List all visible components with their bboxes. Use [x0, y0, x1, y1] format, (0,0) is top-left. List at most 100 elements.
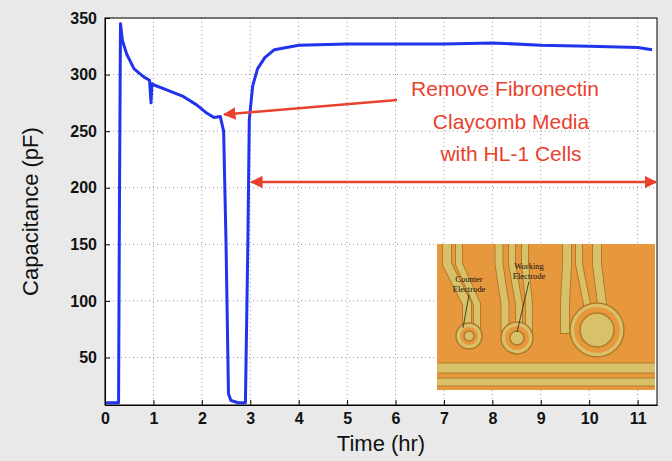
tick: 4 — [295, 400, 304, 427]
tick-label: 6 — [392, 410, 401, 427]
inset-label-line: Electrode — [513, 271, 546, 281]
tick-mark — [250, 400, 251, 405]
tick: 50 — [79, 349, 110, 366]
tick-label: 5 — [343, 410, 352, 427]
tick-label: 200 — [70, 179, 97, 196]
trace-edge — [565, 244, 567, 329]
tick: 2 — [198, 400, 207, 427]
tick-label: 4 — [295, 410, 304, 427]
grid-line-x — [201, 18, 202, 405]
inset-leader — [517, 282, 529, 333]
ring-gap — [505, 326, 529, 350]
tick: 350 — [70, 10, 110, 27]
tick-label: 11 — [630, 410, 647, 427]
grid-line-x — [153, 18, 154, 405]
tick: 6 — [392, 400, 401, 427]
tick-label: 100 — [70, 293, 97, 310]
tick-mark — [105, 131, 110, 132]
inset-label: CounterElectrode — [453, 274, 486, 294]
tick-label: 350 — [70, 10, 97, 27]
tick-label: 9 — [537, 410, 546, 427]
grid — [105, 18, 657, 405]
tick-label: 250 — [70, 123, 97, 140]
trace — [565, 244, 567, 329]
tick: 200 — [70, 179, 110, 196]
tick: 5 — [343, 400, 352, 427]
inset-label-line: Counter — [455, 274, 483, 284]
tick-mark — [638, 400, 639, 405]
x-axis-title: Time (hr) — [337, 431, 425, 456]
tick-mark — [202, 400, 203, 405]
inset-labels: CounterElectrodeWorkingElectrode — [453, 261, 546, 332]
inset: CounterElectrodeWorkingElectrode — [432, 239, 662, 390]
annotation-text: Remove Fibronectin — [411, 77, 599, 100]
tick-mark — [492, 400, 493, 405]
tick: 150 — [70, 236, 110, 253]
tick: 10 — [581, 400, 599, 427]
tick-mark — [105, 18, 110, 19]
inset-image — [437, 244, 655, 390]
grid-line-x — [347, 18, 348, 405]
trace-edge — [437, 363, 655, 374]
tick-mark — [105, 75, 110, 76]
tick-mark — [105, 188, 110, 189]
tick-mark — [396, 400, 397, 405]
tick-mark — [153, 400, 154, 405]
tick: 300 — [70, 66, 110, 83]
tick-label: 2 — [198, 410, 207, 427]
tick-label: 150 — [70, 236, 97, 253]
tick: 3 — [246, 400, 255, 427]
grid-line-y — [105, 74, 657, 75]
trace — [437, 364, 655, 373]
trace-edge — [525, 244, 529, 329]
annotation-text: with HL-1 Cells — [439, 142, 581, 165]
tick: 100 — [70, 293, 110, 310]
working-disc — [510, 331, 524, 345]
working-disc — [464, 331, 474, 341]
counter-ring — [501, 322, 533, 354]
trace — [437, 379, 655, 386]
trace-edge — [512, 244, 519, 329]
tick-mark — [105, 301, 110, 302]
working-disc — [580, 313, 614, 347]
trace-edge — [499, 244, 505, 329]
tick-label: 300 — [70, 66, 97, 83]
tick-mark — [347, 400, 348, 405]
tick: 250 — [70, 123, 110, 140]
annotation-range-arrow — [251, 181, 656, 184]
y-axis-title: Capacitance (pF) — [18, 127, 43, 296]
axis-line — [105, 19, 106, 406]
x-axis: 0 1 2 3 4 5 6 7 8 9 10 11 — [101, 400, 657, 427]
inset-label-line: Electrode — [453, 284, 486, 294]
grid-line-x — [298, 18, 299, 405]
tick-label: 7 — [440, 410, 449, 427]
annotation-text: Claycomb Media — [433, 110, 590, 133]
inset-leader — [463, 295, 469, 329]
trace — [499, 244, 505, 329]
tick: 1 — [149, 400, 158, 427]
tick-label: 3 — [246, 410, 255, 427]
tick-label: 1 — [149, 410, 158, 427]
tick: 11 — [630, 400, 647, 427]
tick-label: 0 — [101, 410, 110, 427]
tick-mark — [444, 400, 445, 405]
grid-line-x — [250, 18, 251, 405]
tick-mark — [299, 400, 300, 405]
annotation-arrow — [224, 100, 397, 114]
annotations: Remove Fibronectin Claycomb Media with HL-… — [224, 77, 656, 182]
ring-gap — [460, 327, 478, 345]
chart: 0 1 2 3 4 5 6 7 8 9 10 11 50 100 150 200 250 300 350 Remove… — [0, 0, 672, 461]
axis-line — [106, 405, 658, 406]
inset-label-line: Working — [514, 261, 544, 271]
plot-frame — [105, 18, 657, 405]
tick: 9 — [537, 400, 546, 427]
y-axis: 50 100 150 200 250 300 350 — [70, 10, 110, 406]
tick: 8 — [488, 400, 497, 427]
plot-background — [105, 18, 657, 405]
counter-ring — [570, 303, 624, 357]
counter-ring — [456, 323, 482, 349]
trace — [512, 244, 519, 329]
tick-mark — [541, 400, 542, 405]
trace — [525, 244, 529, 329]
grid-line-x — [395, 18, 396, 405]
